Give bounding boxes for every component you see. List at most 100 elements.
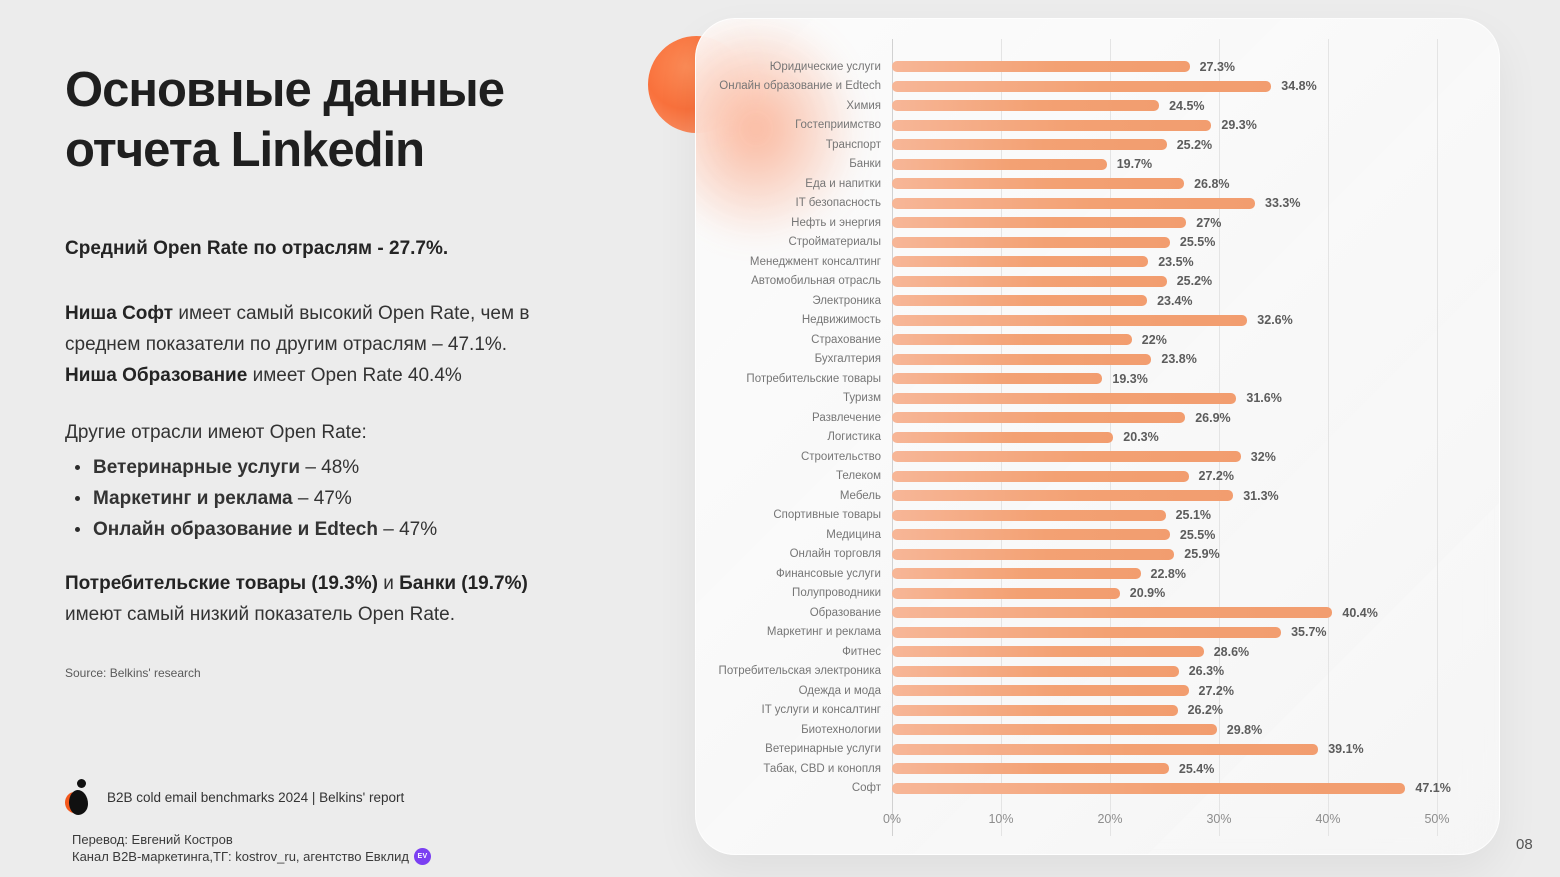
category-label: Спортивные товары [773,509,881,522]
bar [892,197,1255,209]
lowest-mid: и [377,573,400,594]
bar [892,178,1185,190]
list-item: Ветеринарные услуги – 48% [65,452,610,483]
category-label: Онлайн образование и Edtech [719,80,881,93]
bar [892,685,1189,697]
lowest-rest: имеют самый низкий показатель Open Rate. [65,604,456,625]
bar [892,470,1189,482]
bar [892,295,1148,307]
category-label: Стройматериалы [788,236,881,249]
bar [892,373,1103,385]
category-label: Табак, CBD и конопля [763,762,881,775]
chart-row: Спортивные товары 25.1% [710,506,1485,526]
x-tick-label: 10% [988,812,1014,826]
category-label: Юридические услуги [769,60,881,73]
chart-rows: Юридические услуги 27.3% Онлайн образовани… [710,57,1485,798]
value-label: 35.7% [1291,625,1327,640]
bar [892,100,1160,112]
chart-row: Софт 47.1% [710,779,1485,799]
category-label: Маркетинг и реклама [766,626,881,639]
bar [892,646,1204,658]
category-label: IT услуги и консалтинг [761,704,881,717]
value-label: 26.2% [1187,703,1224,718]
bullet-value: – 47% [377,519,438,540]
value-label: 27% [1196,215,1222,230]
category-label: Онлайн торговля [789,548,881,561]
chart-row: Транспорт 25.2% [710,135,1485,155]
bar [892,451,1241,463]
value-label: 29.8% [1226,722,1263,737]
value-label: 47.1% [1415,781,1451,796]
category-label: Полупроводники [792,587,881,600]
bar [892,256,1149,268]
bar [892,353,1152,365]
value-label: 33.3% [1265,196,1301,211]
bar [892,509,1166,521]
category-label: Недвижимость [801,314,881,327]
title-line-1: Основные данные [65,63,505,117]
category-label: Одежда и мода [798,684,881,697]
chart-row: Фитнес 28.6% [710,642,1485,662]
lowest-open-rate-paragraph: Потребительские товары (19.3%) и Банки (… [65,568,585,630]
category-label: Строительство [800,450,881,463]
bar [892,626,1282,638]
chart-row: Стройматериалы 25.5% [710,233,1485,253]
bullet-value: – 47% [292,488,352,509]
chart-row: Юридические услуги 27.3% [710,57,1485,77]
bar [892,392,1237,404]
bar [892,529,1170,541]
chart-row: Еда и напитки 26.8% [710,174,1485,194]
bar [892,139,1167,151]
value-label: 19.3% [1112,371,1148,386]
chart-row: Онлайн торговля 25.9% [710,545,1485,565]
bar [892,61,1190,73]
category-label: Потребительские товары [746,372,881,385]
category-label: Страхование [811,333,881,346]
bar [892,80,1272,92]
value-label: 25.1% [1175,508,1212,523]
chart-row: IT безопасность 33.3% [710,194,1485,214]
bar [892,236,1170,248]
lowest-bold-1: Потребительские товары (19.3%) [65,573,378,594]
bar [892,665,1179,677]
chart-row: Одежда и мода 27.2% [710,681,1485,701]
footer: B2B cold email benchmarks 2024 | Belkins… [65,779,431,865]
bullet-bold: Ветеринарные услуги [93,457,301,478]
page-title: Основные данные отчета Linkedin [65,60,610,180]
bar [892,704,1178,716]
soft-niche-bold: Ниша Софт [65,303,174,324]
category-label: Туризм [843,392,881,405]
value-label: 26.9% [1195,410,1231,425]
chart-row: Электроника 23.4% [710,291,1485,311]
value-label: 22.8% [1150,566,1186,581]
bar [892,334,1132,346]
category-label: Медицина [826,528,881,541]
x-tick-label: 0% [882,812,902,826]
x-tick-label: 20% [1097,812,1123,826]
bar [892,158,1107,170]
value-label: 25.4% [1178,761,1215,776]
bullet-bold: Онлайн образование и Edtech [93,519,378,540]
value-label: 26.8% [1194,176,1230,191]
list-item: Онлайн образование и Edtech – 47% [65,514,610,545]
category-label: Бухгалтерия [814,353,881,366]
category-label: Ветеринарные услуги [765,743,881,756]
chart-row: Развлечение 26.9% [710,408,1485,428]
education-niche-paragraph: Ниша Образование имеет Open Rate 40.4% [65,360,575,391]
value-label: 32% [1250,449,1276,464]
value-label: 31.3% [1243,488,1279,503]
bar [892,275,1167,287]
value-label: 25.2% [1176,137,1213,152]
category-label: Нефть и энергия [791,216,881,229]
x-tick-label: 40% [1315,812,1341,826]
lowest-bold-2: Банки (19.7%) [399,573,528,594]
chart-gridline [1219,39,1220,836]
chart-row: Недвижимость 32.6% [710,311,1485,331]
value-label: 23.5% [1158,254,1194,269]
bar [892,412,1186,424]
chart-x-axis: 0% 10% 20% 30% 40% 50% [883,812,1452,832]
chart-row: Бухгалтерия 23.8% [710,350,1485,370]
category-label: IT безопасность [795,197,881,210]
value-label: 25.5% [1179,527,1216,542]
category-label: Банки [849,158,881,171]
